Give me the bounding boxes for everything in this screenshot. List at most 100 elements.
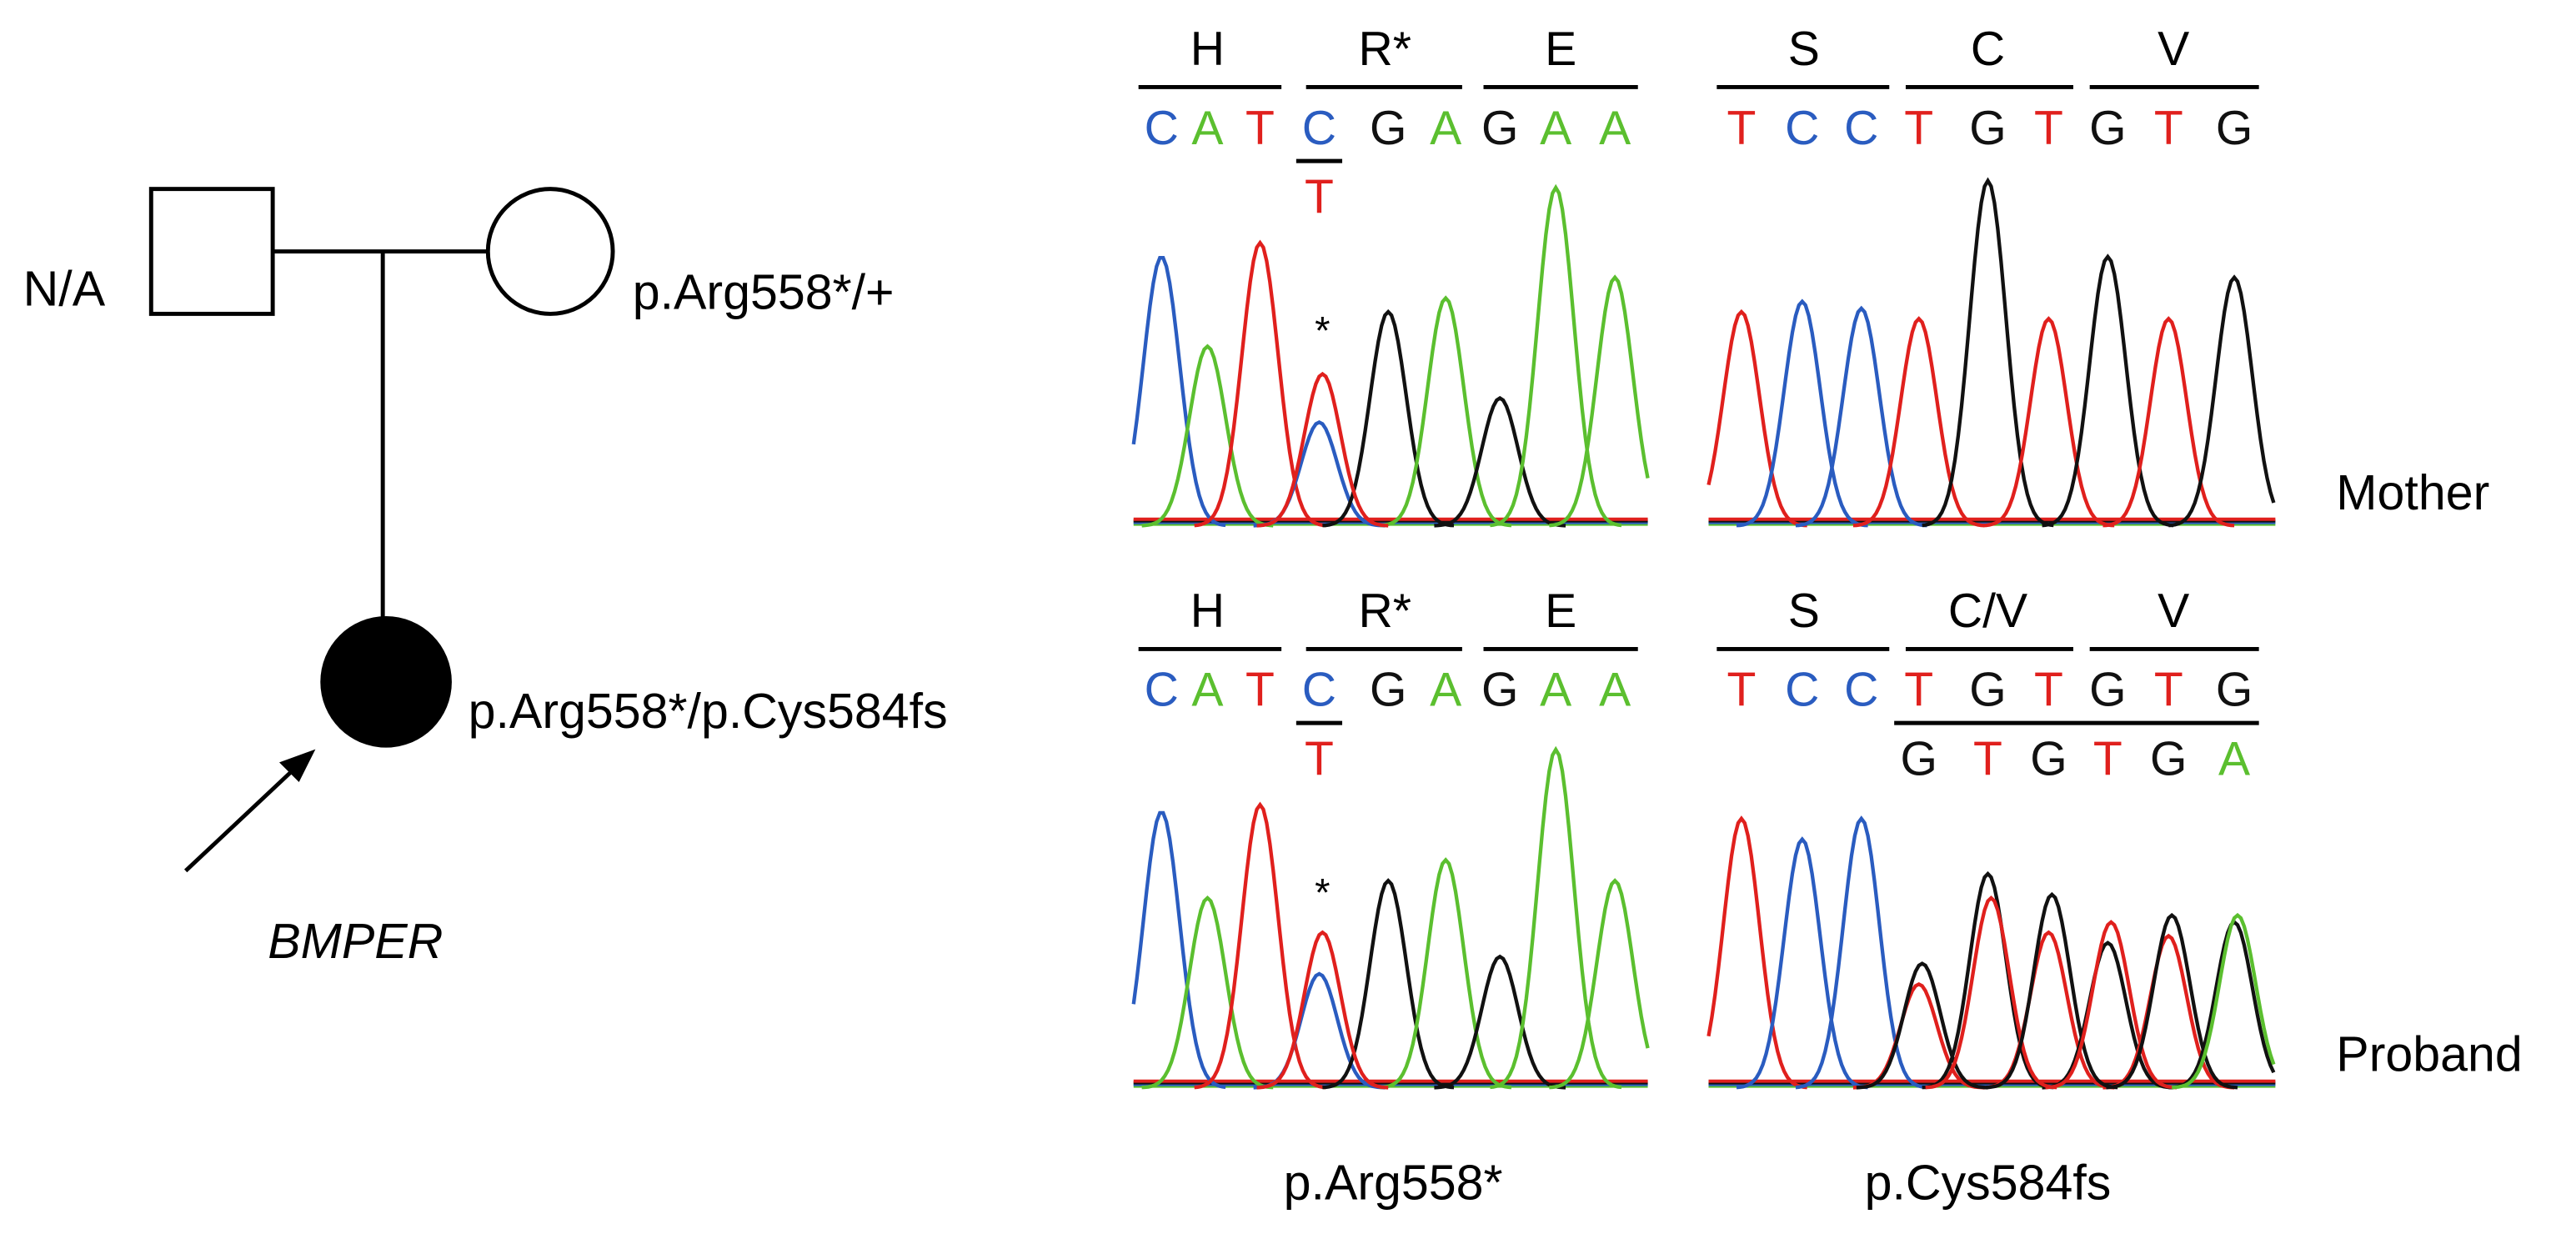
father-symbol: [148, 187, 275, 316]
trace-peak: [1986, 891, 2118, 1090]
codon-label: C: [1971, 23, 2005, 76]
base: T: [2034, 102, 2063, 155]
codon-label: H: [1190, 23, 1225, 76]
base: T: [1727, 102, 1756, 155]
trace-peak: [1982, 316, 2115, 528]
trace-peak: [1982, 930, 2115, 1090]
trace-peak: [1490, 183, 1622, 528]
alt-base: T: [2093, 732, 2122, 785]
column-label: p.Arg558*: [1284, 1154, 1503, 1210]
alt-base: G: [2150, 732, 2187, 785]
trace-peak: [1922, 177, 2054, 528]
peak-marker: *: [1315, 871, 1330, 915]
trace-peak: [1380, 295, 1512, 528]
base: G: [2089, 102, 2126, 155]
column-label: p.Cys584fs: [1865, 1154, 2112, 1210]
base: A: [1191, 664, 1223, 717]
base: G: [1481, 102, 1518, 155]
trace-peak: [1131, 256, 1226, 528]
trace-peak: [1194, 239, 1326, 528]
trace-peak: [1549, 274, 1650, 528]
trace-peak: [1706, 308, 1807, 528]
base: T: [1727, 664, 1756, 717]
trace-peak: [2045, 920, 2178, 1090]
trace-peak: [1380, 857, 1512, 1090]
codon-label: R*: [1359, 584, 1412, 638]
base: C: [1302, 664, 1336, 717]
base: G: [1969, 664, 2006, 717]
trace-peak: [2172, 912, 2276, 1090]
trace-peak: [2102, 316, 2235, 528]
base: C: [1785, 664, 1819, 717]
proband-symbol: [320, 616, 452, 748]
mother-symbol: [485, 187, 615, 316]
trace-peak: [1795, 815, 1927, 1090]
base: G: [2216, 102, 2253, 155]
alt-base: T: [1305, 171, 1334, 224]
codon-label: R*: [1359, 23, 1412, 76]
base: T: [1245, 664, 1275, 717]
base: G: [1969, 102, 2006, 155]
base: T: [2154, 102, 2183, 155]
father-label: N/A: [23, 260, 106, 316]
base: A: [1540, 102, 1571, 155]
alt-base: T: [1305, 732, 1334, 785]
base: C: [1844, 664, 1878, 717]
codon-label: H: [1190, 584, 1225, 638]
peak-marker: *: [1315, 309, 1330, 354]
trace-peak: [1549, 878, 1650, 1090]
mother-label: p.Arg558*/+: [633, 263, 895, 319]
row-label: Proband: [2336, 1026, 2522, 1082]
codon-label: E: [1545, 23, 1576, 76]
trace-peak: [1434, 954, 1566, 1090]
trace-peak: [1736, 836, 1868, 1090]
base: T: [2154, 664, 2183, 717]
base: G: [1370, 664, 1406, 717]
base: G: [2089, 664, 2126, 717]
codon-label: V: [2158, 23, 2189, 76]
alt-base: G: [1901, 732, 1937, 785]
trace-peak: [1256, 930, 1389, 1090]
proband-label: p.Arg558*/p.Cys584fs: [469, 683, 948, 739]
alt-base: A: [2218, 732, 2250, 785]
base: G: [1370, 102, 1406, 155]
base: C: [1145, 102, 1179, 155]
base: C: [1785, 102, 1819, 155]
base: A: [1191, 102, 1223, 155]
trace-peak: [2106, 912, 2238, 1090]
trace-peak: [1322, 878, 1455, 1090]
base: A: [1599, 664, 1631, 717]
trace-peak: [1434, 395, 1566, 528]
base: C: [1302, 102, 1336, 155]
trace-peak: [1131, 810, 1226, 1090]
trace-peak: [1322, 308, 1455, 528]
base: G: [1481, 664, 1518, 717]
base: C: [1844, 102, 1878, 155]
codon-label: E: [1545, 584, 1576, 638]
proband-arrow: [183, 769, 294, 873]
trace-peak: [1856, 961, 1988, 1090]
codon-label: S: [1788, 23, 1820, 76]
base: T: [1904, 664, 1933, 717]
codon-label: S: [1788, 584, 1820, 638]
trace-peak: [1922, 870, 2054, 1090]
base: A: [1430, 664, 1461, 717]
base: T: [1245, 102, 1275, 155]
trace-peak: [1852, 316, 1985, 528]
base: A: [1540, 664, 1571, 717]
gene-label: BMPER: [268, 913, 443, 969]
trace-peak: [1706, 815, 1807, 1090]
trace-peak: [1925, 895, 2057, 1090]
base: T: [2034, 664, 2063, 717]
trace-peak: [2042, 253, 2174, 528]
alt-base: T: [1973, 732, 2002, 785]
trace-peak: [2168, 274, 2276, 528]
chromatograms: H R* EC A T C G A G A AT*S C VT C C T G T G T GH R* EC A T C G A G A A…: [1131, 23, 2276, 1090]
base: A: [1430, 102, 1461, 155]
arrow-head: [279, 749, 316, 783]
row-label: Mother: [2336, 464, 2489, 520]
alt-base: G: [2030, 732, 2067, 785]
base: C: [1145, 664, 1179, 717]
